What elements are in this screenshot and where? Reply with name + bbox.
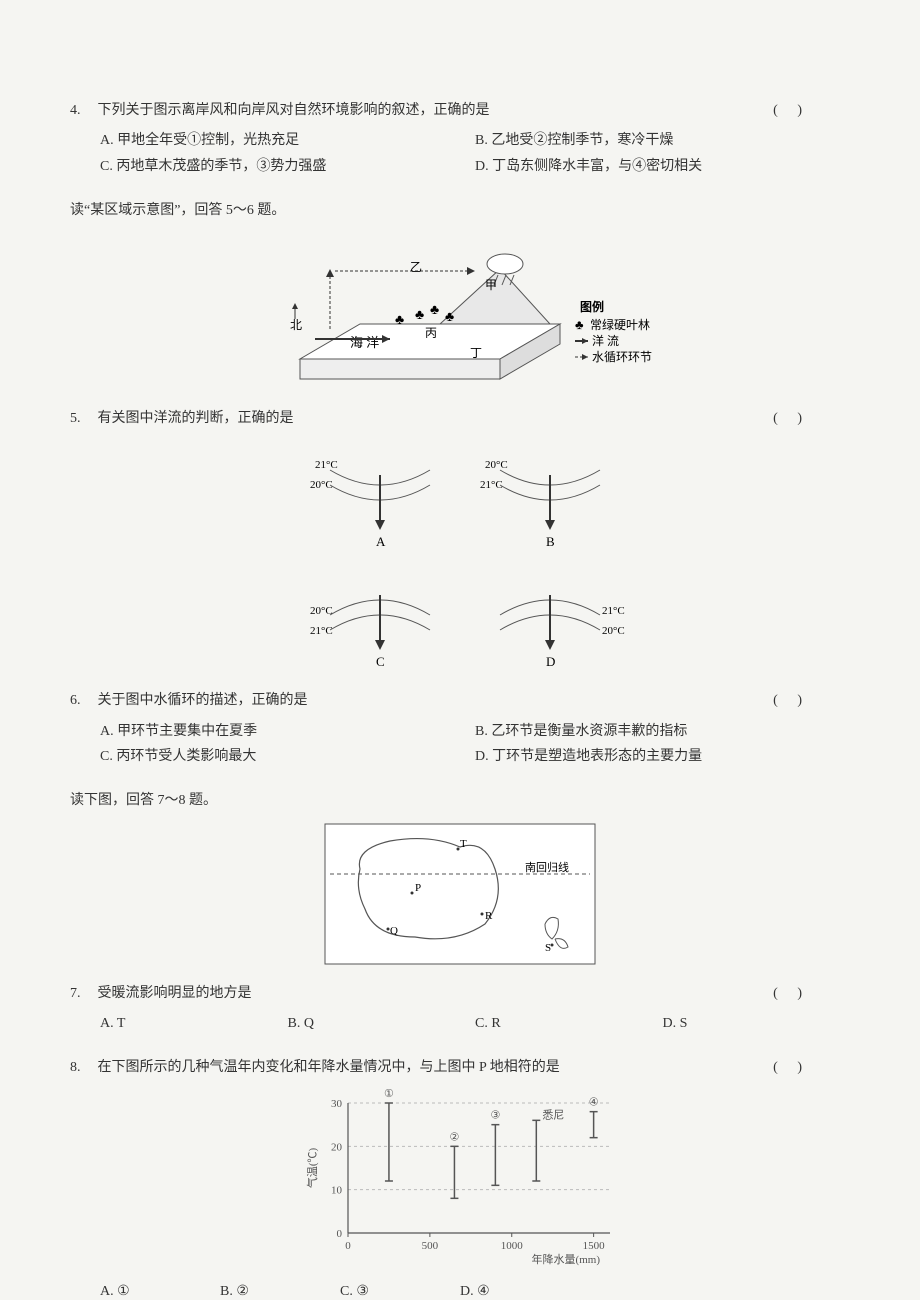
ocean-label: 海 洋 bbox=[350, 335, 379, 350]
q4-opt-d: D. 丁岛东侧降水丰富，与④密切相关 bbox=[475, 154, 850, 179]
isotherm-panels-svg: 21°C 20°C A 20°C 21°C B 20°C bbox=[270, 440, 650, 670]
intro-5-6: 读“某区域示意图”，回答 5～6 题。 bbox=[70, 199, 850, 219]
q8-paren: ( ) bbox=[773, 1057, 810, 1079]
svg-text:C: C bbox=[376, 654, 385, 669]
svg-text:♣: ♣ bbox=[430, 303, 439, 318]
svg-text:气温(℃): 气温(℃) bbox=[305, 1147, 319, 1188]
svg-text:④: ④ bbox=[589, 1097, 599, 1109]
q6-stem: 关于图中水循环的描述，正确的是 bbox=[98, 693, 308, 708]
svg-text:水循环环节: 水循环环节 bbox=[592, 350, 652, 364]
svg-text:丙: 丙 bbox=[425, 326, 437, 340]
svg-text:南回归线: 南回归线 bbox=[525, 860, 569, 874]
q8-stem: 在下图所示的几种气温年内变化和年降水量情况中，与上图中 P 地相符的是 bbox=[98, 1060, 560, 1075]
svg-text:20°C: 20°C bbox=[485, 459, 508, 471]
svg-text:T: T bbox=[460, 838, 467, 850]
q4-paren: ( ) bbox=[773, 100, 810, 122]
svg-text:②: ② bbox=[450, 1131, 460, 1143]
svg-text:北: 北 bbox=[290, 318, 302, 332]
q4-opt-b: B. 乙地受②控制季节，寒冷干燥 bbox=[475, 128, 850, 153]
q4-opt-a: A. 甲地全年受①控制，光热充足 bbox=[100, 128, 475, 153]
svg-text:1500: 1500 bbox=[583, 1240, 606, 1252]
svg-text:21°C: 21°C bbox=[315, 459, 338, 471]
svg-text:21°C: 21°C bbox=[480, 479, 503, 491]
svg-text:♣: ♣ bbox=[395, 313, 404, 328]
figure-q5: 21°C 20°C A 20°C 21°C B 20°C bbox=[70, 440, 850, 670]
q6-paren: ( ) bbox=[773, 690, 810, 712]
svg-text:21°C: 21°C bbox=[602, 605, 625, 617]
q7-paren: ( ) bbox=[773, 983, 810, 1005]
q6-opt-c: C. 丙环节受人类影响最大 bbox=[100, 744, 475, 769]
q4-number: 4. bbox=[70, 100, 94, 122]
svg-text:常绿硬叶林: 常绿硬叶林 bbox=[590, 317, 650, 332]
svg-text:A: A bbox=[376, 534, 386, 549]
figure-5-6: 海 洋 ♣ ♣ ♣ ♣ 甲 乙 丙 丁 北 图例 ♣ 常绿硬叶林 洋 流 bbox=[70, 229, 850, 394]
q8-number: 8. bbox=[70, 1057, 94, 1079]
svg-text:悉尼: 悉尼 bbox=[542, 1108, 564, 1121]
australia-map-svg: 南回归线 T P Q R S bbox=[320, 819, 600, 969]
svg-text:①: ① bbox=[384, 1089, 394, 1100]
q6-opt-b: B. 乙环节是衡量水资源丰歉的指标 bbox=[475, 719, 850, 744]
svg-text:图例: 图例 bbox=[580, 299, 604, 314]
svg-text:丁: 丁 bbox=[470, 346, 482, 360]
svg-text:20°C: 20°C bbox=[310, 605, 333, 617]
question-5: 5. 有关图中洋流的判断，正确的是 ( ) 21°C 20°C A 20°C 2… bbox=[70, 408, 850, 670]
q7-stem: 受暖流影响明显的地方是 bbox=[98, 986, 252, 1001]
svg-text:♣: ♣ bbox=[445, 310, 454, 325]
question-6: 6. 关于图中水循环的描述，正确的是 ( ) A. 甲环节主要集中在夏季 B. … bbox=[70, 690, 850, 769]
q8-opt-d: D. ④ bbox=[460, 1283, 580, 1300]
svg-text:20°C: 20°C bbox=[602, 625, 625, 637]
svg-text:洋 流: 洋 流 bbox=[592, 333, 619, 348]
q7-opt-d: D. S bbox=[663, 1011, 851, 1036]
svg-text:③: ③ bbox=[490, 1110, 500, 1122]
climate-chart-svg: 0 10 20 30 0 500 1000 1500年降水量(mm) 气温(℃) ① ② ③ ④ 悉尼 bbox=[300, 1089, 620, 1269]
q6-number: 6. bbox=[70, 690, 94, 712]
q8-opt-a: A. ① bbox=[100, 1283, 220, 1300]
q7-opt-a: A. T bbox=[100, 1011, 288, 1036]
svg-text:Q: Q bbox=[390, 925, 398, 937]
svg-text:R: R bbox=[485, 910, 493, 922]
block-diagram-svg: 海 洋 ♣ ♣ ♣ ♣ 甲 乙 丙 丁 北 图例 ♣ 常绿硬叶林 洋 流 bbox=[240, 229, 680, 394]
svg-text:10: 10 bbox=[331, 1185, 343, 1197]
svg-text:♣: ♣ bbox=[415, 308, 424, 323]
q4-stem: 下列关于图示离岸风和向岸风对自然环境影响的叙述，正确的是 bbox=[98, 103, 490, 118]
svg-text:乙: 乙 bbox=[410, 260, 422, 274]
q5-paren: ( ) bbox=[773, 408, 810, 430]
q6-opt-d: D. 丁环节是塑造地表形态的主要力量 bbox=[475, 744, 850, 769]
q7-number: 7. bbox=[70, 983, 94, 1005]
question-8: 8. 在下图所示的几种气温年内变化和年降水量情况中，与上图中 P 地相符的是 (… bbox=[70, 1057, 850, 1300]
q8-opt-c: C. ③ bbox=[340, 1283, 460, 1300]
svg-text:500: 500 bbox=[422, 1240, 439, 1252]
q7-opt-c: C. R bbox=[475, 1011, 663, 1036]
figure-q8: 0 10 20 30 0 500 1000 1500年降水量(mm) 气温(℃) ① ② ③ ④ 悉尼 bbox=[70, 1089, 850, 1269]
svg-text:20°C: 20°C bbox=[310, 479, 333, 491]
q6-opt-a: A. 甲环节主要集中在夏季 bbox=[100, 719, 475, 744]
svg-text:年降水量(mm): 年降水量(mm) bbox=[532, 1252, 601, 1266]
svg-text:D: D bbox=[546, 654, 555, 669]
svg-text:1000: 1000 bbox=[501, 1240, 524, 1252]
question-7: 7. 受暖流影响明显的地方是 ( ) A. T B. Q C. R D. S bbox=[70, 983, 850, 1037]
q7-opt-b: B. Q bbox=[288, 1011, 476, 1036]
svg-text:21°C: 21°C bbox=[310, 625, 333, 637]
q5-stem: 有关图中洋流的判断，正确的是 bbox=[98, 411, 294, 426]
svg-text:0: 0 bbox=[337, 1228, 343, 1240]
svg-text:20: 20 bbox=[331, 1141, 343, 1153]
figure-7-8: 南回归线 T P Q R S bbox=[70, 819, 850, 969]
svg-text:♣: ♣ bbox=[575, 317, 584, 332]
svg-text:30: 30 bbox=[331, 1098, 343, 1110]
svg-text:甲: 甲 bbox=[485, 278, 497, 292]
intro-7-8: 读下图，回答 7～8 题。 bbox=[70, 789, 850, 809]
svg-text:P: P bbox=[415, 882, 421, 894]
question-4: 4. 下列关于图示离岸风和向岸风对自然环境影响的叙述，正确的是 ( ) A. 甲… bbox=[70, 100, 850, 179]
svg-text:0: 0 bbox=[345, 1240, 351, 1252]
q4-opt-c: C. 丙地草木茂盛的季节，③势力强盛 bbox=[100, 154, 475, 179]
svg-text:B: B bbox=[546, 534, 555, 549]
q8-opt-b: B. ② bbox=[220, 1283, 340, 1300]
svg-text:S: S bbox=[545, 942, 551, 954]
q5-number: 5. bbox=[70, 408, 94, 430]
